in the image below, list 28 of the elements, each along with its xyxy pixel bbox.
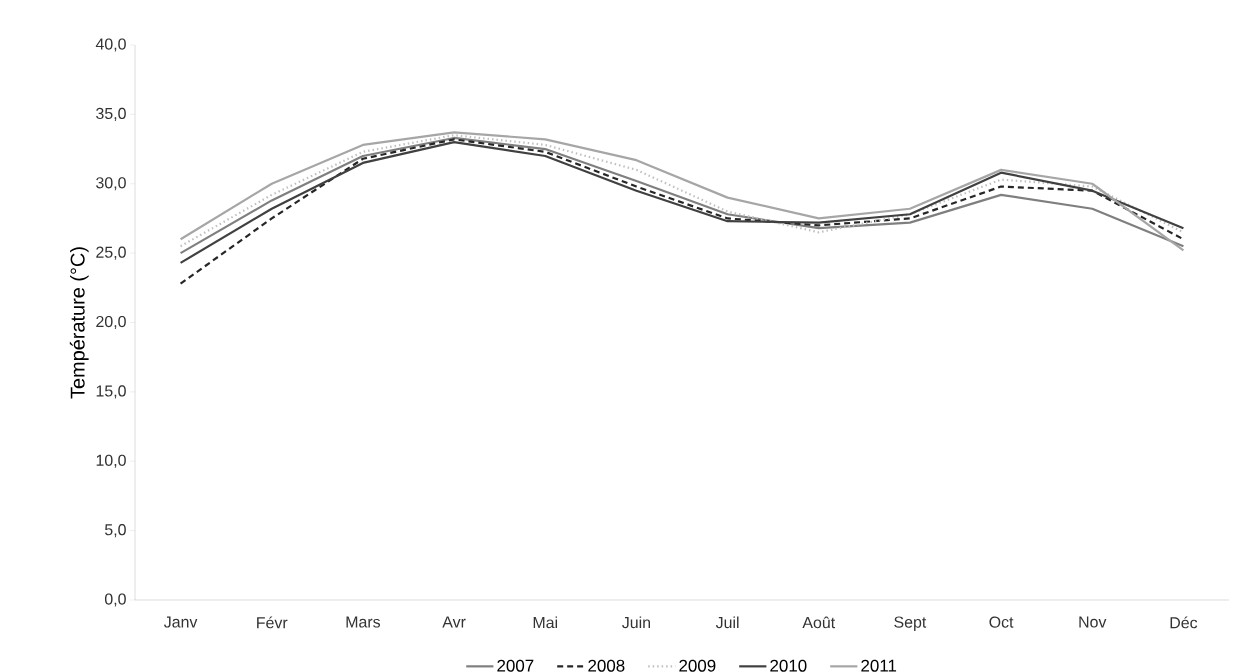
legend-label: 2010 [770,659,807,672]
x-tick-label: Févr [257,616,288,629]
y-tick-label: 15,0 [96,385,126,399]
x-tick-label: Mai [533,616,558,629]
y-tick-label: 25,0 [96,246,126,260]
y-tick-label: 10,0 [96,454,126,468]
x-tick-label: Oct [989,616,1014,628]
legend-label: 2007 [497,659,534,672]
x-tick-label: Mars [346,616,381,628]
legend-label: 2008 [588,659,625,672]
y-tick-label: 35,0 [96,107,126,121]
y-tick-label: 20,0 [96,315,126,330]
line-series [179,138,1185,285]
x-tick-label: Janv [164,616,198,628]
x-tick-label: Sept [894,616,927,631]
y-tick-label: 40,0 [95,38,126,52]
x-tick-label: Juil [715,616,739,629]
y-tick-label: 30,0 [96,177,126,191]
x-tick-label: Nov [1079,616,1107,628]
y-tick-label: 5,0 [104,524,126,538]
x-tick-label: Déc [1170,616,1198,629]
legend-label: 2011 [861,659,897,672]
x-tick-label: Juin [622,616,650,629]
y-tick-label: 0,0 [104,593,126,607]
y-axis-title: Température (°C) [69,247,89,399]
x-tick-label: Avr [442,616,466,628]
x-tick-label: Août [802,616,836,629]
legend-label: 2009 [679,659,716,672]
